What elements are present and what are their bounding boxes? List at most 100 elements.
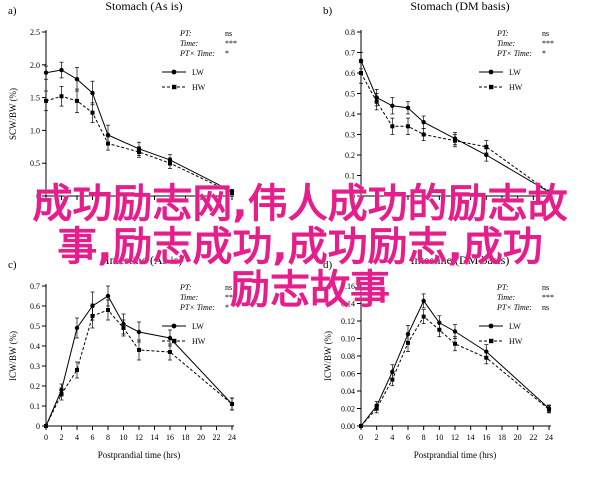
series-line-LW [45, 295, 233, 427]
legend-label: HW [509, 83, 523, 92]
data-point-HW [406, 124, 410, 129]
series-line-LW [360, 299, 550, 427]
stats-value: ns [225, 29, 232, 38]
stats-label: PT× Time: [179, 303, 215, 312]
y-tick-label: 0.8 [345, 28, 355, 37]
data-point-HW [59, 94, 64, 99]
y-tick-label: 0.5 [30, 322, 40, 331]
legend-marker [488, 323, 494, 329]
panel-letter: b) [323, 5, 333, 17]
stats-value: *** [542, 293, 554, 302]
x-tick-label: 12 [135, 433, 143, 442]
data-point-HW [168, 161, 172, 166]
panel-letter: c) [8, 259, 17, 271]
panel-letter: a) [8, 5, 17, 17]
data-point-HW [106, 308, 110, 312]
data-point-LW [390, 103, 395, 109]
legend-marker [171, 69, 177, 75]
data-point-LW [136, 329, 142, 335]
data-point-HW [406, 340, 410, 345]
x-tick-label: 6 [91, 433, 95, 442]
y-tick-label: 1.0 [30, 126, 40, 135]
x-axis-label: Postprandial time (hrs) [414, 450, 497, 460]
x-tick-label: 24 [545, 433, 553, 442]
data-point-HW [359, 424, 363, 428]
y-tick-label: 0.3 [345, 131, 355, 140]
x-tick-label: 0 [359, 433, 363, 442]
y-tick-label: 0.02 [341, 405, 355, 414]
stats-value: * [225, 303, 229, 312]
x-tick-label: 8 [422, 433, 426, 442]
y-tick-label: 0.7 [30, 282, 40, 291]
y-axis-label: ICW/BW (%) [8, 331, 18, 381]
stats-label: PT: [179, 29, 192, 38]
y-tick-label: 0.2 [30, 382, 40, 391]
data-point-HW [121, 326, 126, 330]
chart-title: Intestine (As is) [106, 253, 183, 267]
data-point-HW [547, 407, 551, 412]
data-point-HW [374, 99, 379, 104]
stats-label: PT: [496, 283, 509, 292]
series-line-HW [360, 72, 550, 193]
data-point-HW [453, 138, 457, 143]
data-point-HW [90, 110, 95, 115]
data-point-HW [390, 124, 395, 129]
data-point-HW [44, 98, 48, 103]
data-point-LW [358, 58, 364, 63]
y-tick-label: 0.6 [345, 69, 355, 78]
y-tick-label: 0.00 [341, 422, 355, 431]
x-axis-label: Postprandial time (hrs) [98, 450, 181, 460]
stats-label: Time: [497, 293, 516, 302]
data-point-LW [421, 120, 426, 125]
y-tick-label: 0.04 [341, 387, 355, 396]
y-tick-label: 0.10 [341, 335, 355, 344]
x-tick-label: 2 [60, 433, 64, 442]
y-tick-label: 0.2 [345, 151, 355, 160]
y-tick-label: 0.16 [341, 282, 355, 291]
y-tick-label: 2.5 [30, 28, 40, 37]
x-tick-label: 4 [75, 433, 79, 442]
data-point-LW [484, 152, 489, 158]
y-tick-label: 0.3 [30, 362, 40, 371]
data-point-HW [59, 392, 64, 396]
x-tick-label: 6 [406, 433, 410, 442]
y-tick-label: 0.1 [30, 402, 40, 411]
stats-label: Time: [497, 39, 516, 48]
series-line-LW [45, 69, 233, 192]
x-tick-label: 0 [44, 433, 48, 442]
y-tick-label: 0 [36, 192, 40, 201]
data-point-LW [90, 90, 95, 96]
chart-title: Intestine (DM basis) [411, 253, 510, 267]
x-tick-label: 14 [151, 433, 159, 442]
legend-label: HW [192, 337, 206, 346]
data-point-HW [230, 402, 234, 406]
stats-value: *** [542, 39, 554, 48]
x-tick-label: 20 [197, 433, 205, 442]
data-point-LW [74, 77, 80, 82]
data-point-LW [167, 335, 173, 341]
data-point-HW [137, 348, 141, 352]
y-tick-label: 0.1 [345, 172, 355, 181]
data-point-HW [75, 98, 79, 103]
stats-value: * [542, 49, 546, 58]
data-point-HW [106, 141, 110, 146]
stats-value: ns [542, 29, 549, 38]
data-point-LW [105, 132, 111, 138]
legend-marker [171, 323, 177, 329]
stats-value: * [225, 49, 229, 58]
stats-label: PT× Time: [496, 49, 532, 58]
y-tick-label: 0 [36, 422, 40, 431]
data-point-LW [405, 105, 411, 111]
y-tick-label: 0.5 [30, 159, 40, 168]
data-point-HW [44, 424, 48, 428]
data-point-HW [374, 406, 379, 411]
y-tick-label: 0.12 [341, 317, 355, 326]
series-line-HW [45, 95, 233, 194]
x-tick-label: 12 [451, 433, 459, 442]
x-tick-label: 2 [375, 433, 379, 442]
x-tick-label: 10 [120, 433, 128, 442]
x-tick-label: 8 [106, 433, 110, 442]
data-point-HW [484, 144, 489, 149]
stats-value: ns [225, 283, 232, 292]
